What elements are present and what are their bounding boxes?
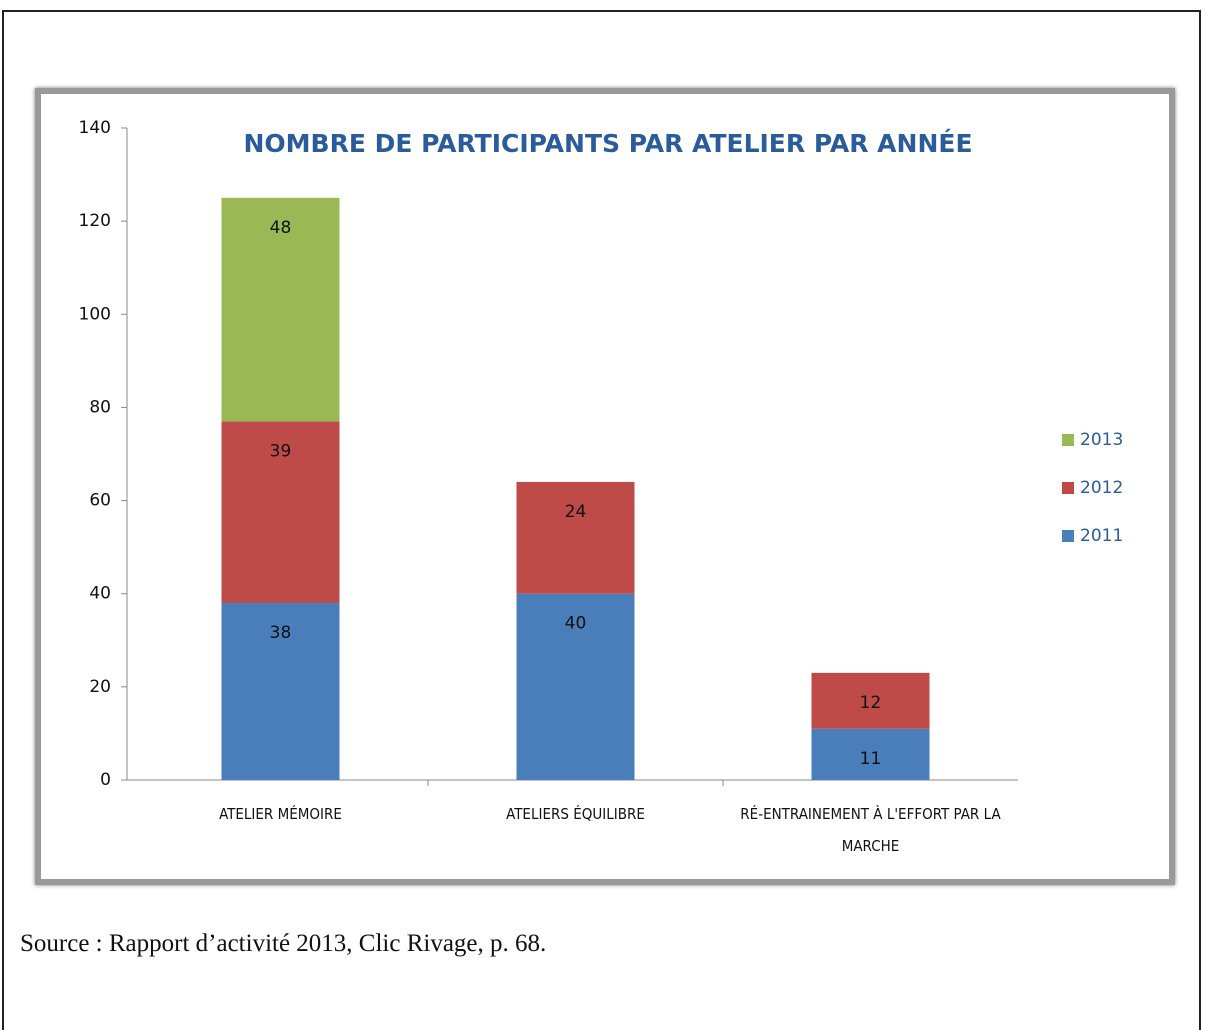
legend-swatch [1062, 482, 1074, 494]
bar-segment [516, 481, 635, 594]
bar-segment [221, 421, 340, 604]
legend-label: 2011 [1080, 526, 1123, 546]
x-tick-label: ATELIERS ÉQUILIBRE [506, 805, 645, 823]
value-label: 12 [860, 693, 882, 713]
value-label: 24 [565, 502, 587, 522]
value-label: 40 [565, 614, 587, 634]
value-label: 38 [270, 623, 292, 643]
chart-title: NOMBRE DE PARTICIPANTS PAR ATELIER PAR A… [243, 129, 972, 158]
y-tick-label: 120 [79, 211, 111, 231]
y-tick-label: 80 [89, 397, 111, 417]
legend-label: 2013 [1080, 430, 1123, 450]
x-tick-label: RÉ-ENTRAINEMENT À L'EFFORT PAR LA MARCHE [740, 805, 1001, 855]
bar-segment [221, 197, 340, 422]
y-tick-label: 0 [100, 770, 111, 790]
bar-segment [811, 672, 930, 729]
y-tick-label: 60 [89, 491, 111, 511]
bar-segment [516, 593, 635, 780]
value-label: 48 [270, 218, 292, 238]
legend-swatch [1062, 434, 1074, 446]
y-tick-label: 20 [89, 677, 111, 697]
value-label: 39 [270, 441, 292, 461]
bar-segment [811, 728, 930, 780]
legend-swatch [1062, 530, 1074, 542]
frame [2, 10, 1201, 1030]
x-tick-label: ATELIER MÉMOIRE [219, 805, 342, 823]
value-label: 11 [860, 749, 882, 769]
y-tick-label: 40 [89, 584, 111, 604]
y-tick-label: 100 [79, 304, 111, 324]
bar-segment [221, 603, 340, 780]
legend-label: 2012 [1080, 478, 1123, 498]
caption: Source : Rapport d’activité 2013, Clic R… [20, 930, 547, 957]
y-tick-label: 140 [79, 118, 111, 138]
